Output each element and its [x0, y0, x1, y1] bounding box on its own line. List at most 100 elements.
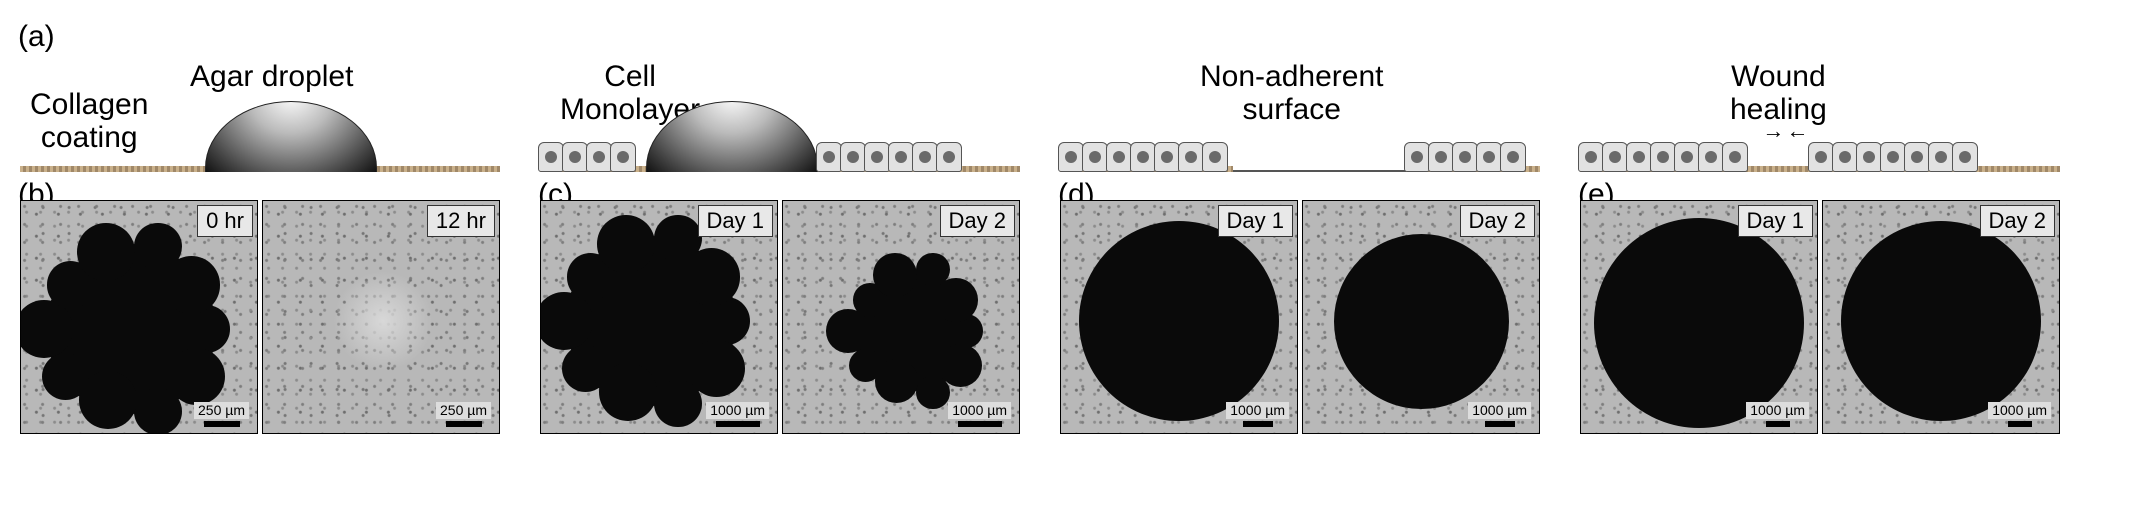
panel-group: Wound healing → ← (e) Day 1 1000 µm Day … — [1580, 20, 2060, 434]
cell-icon — [1832, 142, 1858, 172]
cell-icon — [610, 142, 636, 172]
cell-icon — [586, 142, 612, 172]
cell-icon — [936, 142, 962, 172]
scale-bar-line — [204, 421, 240, 427]
scale-bar: 1000 µm — [948, 402, 1011, 427]
cell-icon — [1650, 142, 1676, 172]
panel-group: Cell Monolayer (c) Day 1 1000 µm Day 2 1… — [540, 20, 1020, 434]
scale-label: 1000 µm — [948, 402, 1011, 419]
cell-icon — [1602, 142, 1628, 172]
cell-icon — [1082, 142, 1108, 172]
time-label: Day 1 — [698, 205, 773, 237]
micrograph: Day 1 1000 µm — [540, 200, 778, 434]
scale-label: 1000 µm — [706, 402, 769, 419]
scale-bar: 1000 µm — [1746, 402, 1809, 427]
scale-label: 250 µm — [436, 402, 491, 419]
schematic-title: Collagen coating — [30, 88, 148, 154]
cell-icon — [1674, 142, 1700, 172]
scale-label: 250 µm — [194, 402, 249, 419]
cell-icon — [864, 142, 890, 172]
scale-bar-line — [1766, 421, 1790, 427]
cell-icon — [1130, 142, 1156, 172]
cell-icon — [816, 142, 842, 172]
micrograph: Day 1 1000 µm — [1580, 200, 1818, 434]
scale-label: 1000 µm — [1746, 402, 1809, 419]
scale-bar: 1000 µm — [1226, 402, 1289, 427]
figure: (a) Collagen coatingAgar droplet (b) 0 h… — [20, 20, 2130, 434]
scale-bar: 1000 µm — [706, 402, 769, 427]
micrograph: Day 2 1000 µm — [782, 200, 1020, 434]
micrograph-row: Day 1 1000 µm Day 2 1000 µm — [1060, 200, 1540, 434]
cell-icon — [1154, 142, 1180, 172]
scale-bar-line — [716, 421, 760, 427]
scale-bar-line — [2008, 421, 2032, 427]
time-label: Day 2 — [940, 205, 1015, 237]
scale-bar-line — [1243, 421, 1273, 427]
cell-icon — [888, 142, 914, 172]
micrograph-row: Day 1 1000 µm Day 2 1000 µm — [1580, 200, 2060, 434]
schematic: Non-adherent surface (d) — [1060, 60, 1540, 200]
schematic-title: Non-adherent surface — [1200, 60, 1383, 126]
micrograph: 12 hr 250 µm — [262, 200, 500, 434]
time-label: Day 2 — [1980, 205, 2055, 237]
cell-icon — [1856, 142, 1882, 172]
time-label: Day 1 — [1738, 205, 1813, 237]
cell-icon — [1578, 142, 1604, 172]
scale-bar: 250 µm — [194, 402, 249, 427]
time-label: Day 1 — [1218, 205, 1293, 237]
time-label: 0 hr — [197, 205, 253, 237]
micrograph: Day 1 1000 µm — [1060, 200, 1298, 434]
cell-icon — [840, 142, 866, 172]
cell-icon — [1952, 142, 1978, 172]
scale-label: 1000 µm — [1468, 402, 1531, 419]
cell-region — [1841, 221, 2041, 421]
schematic: Cell Monolayer (c) — [540, 60, 1020, 200]
schematic-title: Agar droplet — [190, 60, 353, 93]
scale-bar-line — [1485, 421, 1515, 427]
panel-group: (a) Collagen coatingAgar droplet (b) 0 h… — [20, 20, 500, 434]
scale-label: 1000 µm — [1988, 402, 2051, 419]
scale-bar: 1000 µm — [1988, 402, 2051, 427]
schematic-title: Wound healing — [1730, 60, 1827, 126]
agar-droplet — [205, 101, 377, 172]
cell-icon — [1698, 142, 1724, 172]
scale-label: 1000 µm — [1226, 402, 1289, 419]
panel-group: Non-adherent surface (d) Day 1 1000 µm D… — [1060, 20, 1540, 434]
cell-region — [1594, 218, 1804, 428]
schematic: Collagen coatingAgar droplet (b) — [20, 60, 500, 200]
cell-icon — [1428, 142, 1454, 172]
cell-icon — [1904, 142, 1930, 172]
micrograph-row: Day 1 1000 µm Day 2 1000 µm — [540, 200, 1020, 434]
schematic: Wound healing → ← (e) — [1580, 60, 2060, 200]
panel-letter: (a) — [18, 20, 55, 54]
cell-icon — [1202, 142, 1228, 172]
cell-region — [1334, 234, 1509, 409]
cell-icon — [1476, 142, 1502, 172]
cell-icon — [912, 142, 938, 172]
cell-icon — [1880, 142, 1906, 172]
cell-icon — [1452, 142, 1478, 172]
cell-region — [1079, 221, 1279, 421]
time-label: Day 2 — [1460, 205, 1535, 237]
cell-icon — [1500, 142, 1526, 172]
micrograph: 0 hr 250 µm — [20, 200, 258, 434]
cell-icon — [1808, 142, 1834, 172]
cell-icon — [1178, 142, 1204, 172]
micrograph: Day 2 1000 µm — [1302, 200, 1540, 434]
cell-icon — [1626, 142, 1652, 172]
micrograph-row: 0 hr 250 µm 12 hr 250 µm — [20, 200, 500, 434]
migration-arrows-icon: → ← — [1762, 118, 1806, 144]
time-label: 12 hr — [427, 205, 495, 237]
scale-bar: 1000 µm — [1468, 402, 1531, 427]
scale-bar-line — [958, 421, 1002, 427]
cell-icon — [1058, 142, 1084, 172]
micrograph: Day 2 1000 µm — [1822, 200, 2060, 434]
cell-icon — [1928, 142, 1954, 172]
cell-region-dispersed — [333, 271, 433, 371]
cell-icon — [538, 142, 564, 172]
cell-icon — [562, 142, 588, 172]
cell-icon — [1722, 142, 1748, 172]
scale-bar-line — [446, 421, 482, 427]
scale-bar: 250 µm — [436, 402, 491, 427]
cell-icon — [1106, 142, 1132, 172]
